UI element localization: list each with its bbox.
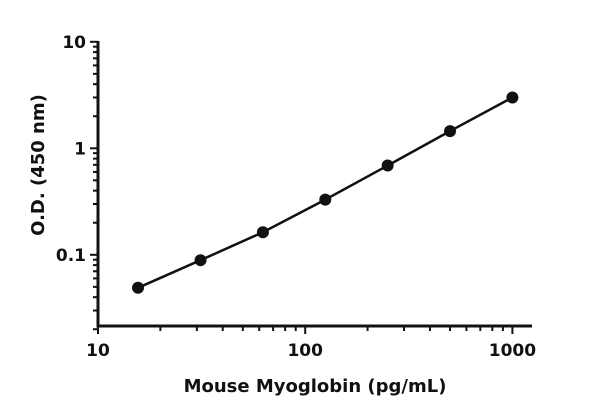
y-tick-label: 1: [74, 139, 86, 159]
data-points: [132, 91, 519, 294]
x-axis-title: Mouse Myoglobin (pg/mL): [184, 376, 447, 397]
x-tick-label: 100: [287, 341, 323, 361]
data-point: [256, 226, 269, 239]
axes: [96, 41, 532, 328]
x-tick-label: 1000: [489, 341, 536, 361]
x-tick-label: 10: [86, 341, 110, 361]
y-tick-label: 10: [62, 33, 86, 53]
data-point: [444, 125, 457, 138]
data-point: [194, 254, 207, 267]
y-tick-label: 0.1: [56, 246, 86, 266]
data-point: [132, 281, 145, 294]
data-point: [381, 159, 394, 172]
y-axis-title: O.D. (450 nm): [28, 94, 49, 236]
data-point: [319, 193, 332, 206]
fit-curve: [137, 96, 513, 289]
data-point: [506, 91, 519, 104]
ticks: 0.1 1 10 10 100 1000: [56, 33, 536, 361]
